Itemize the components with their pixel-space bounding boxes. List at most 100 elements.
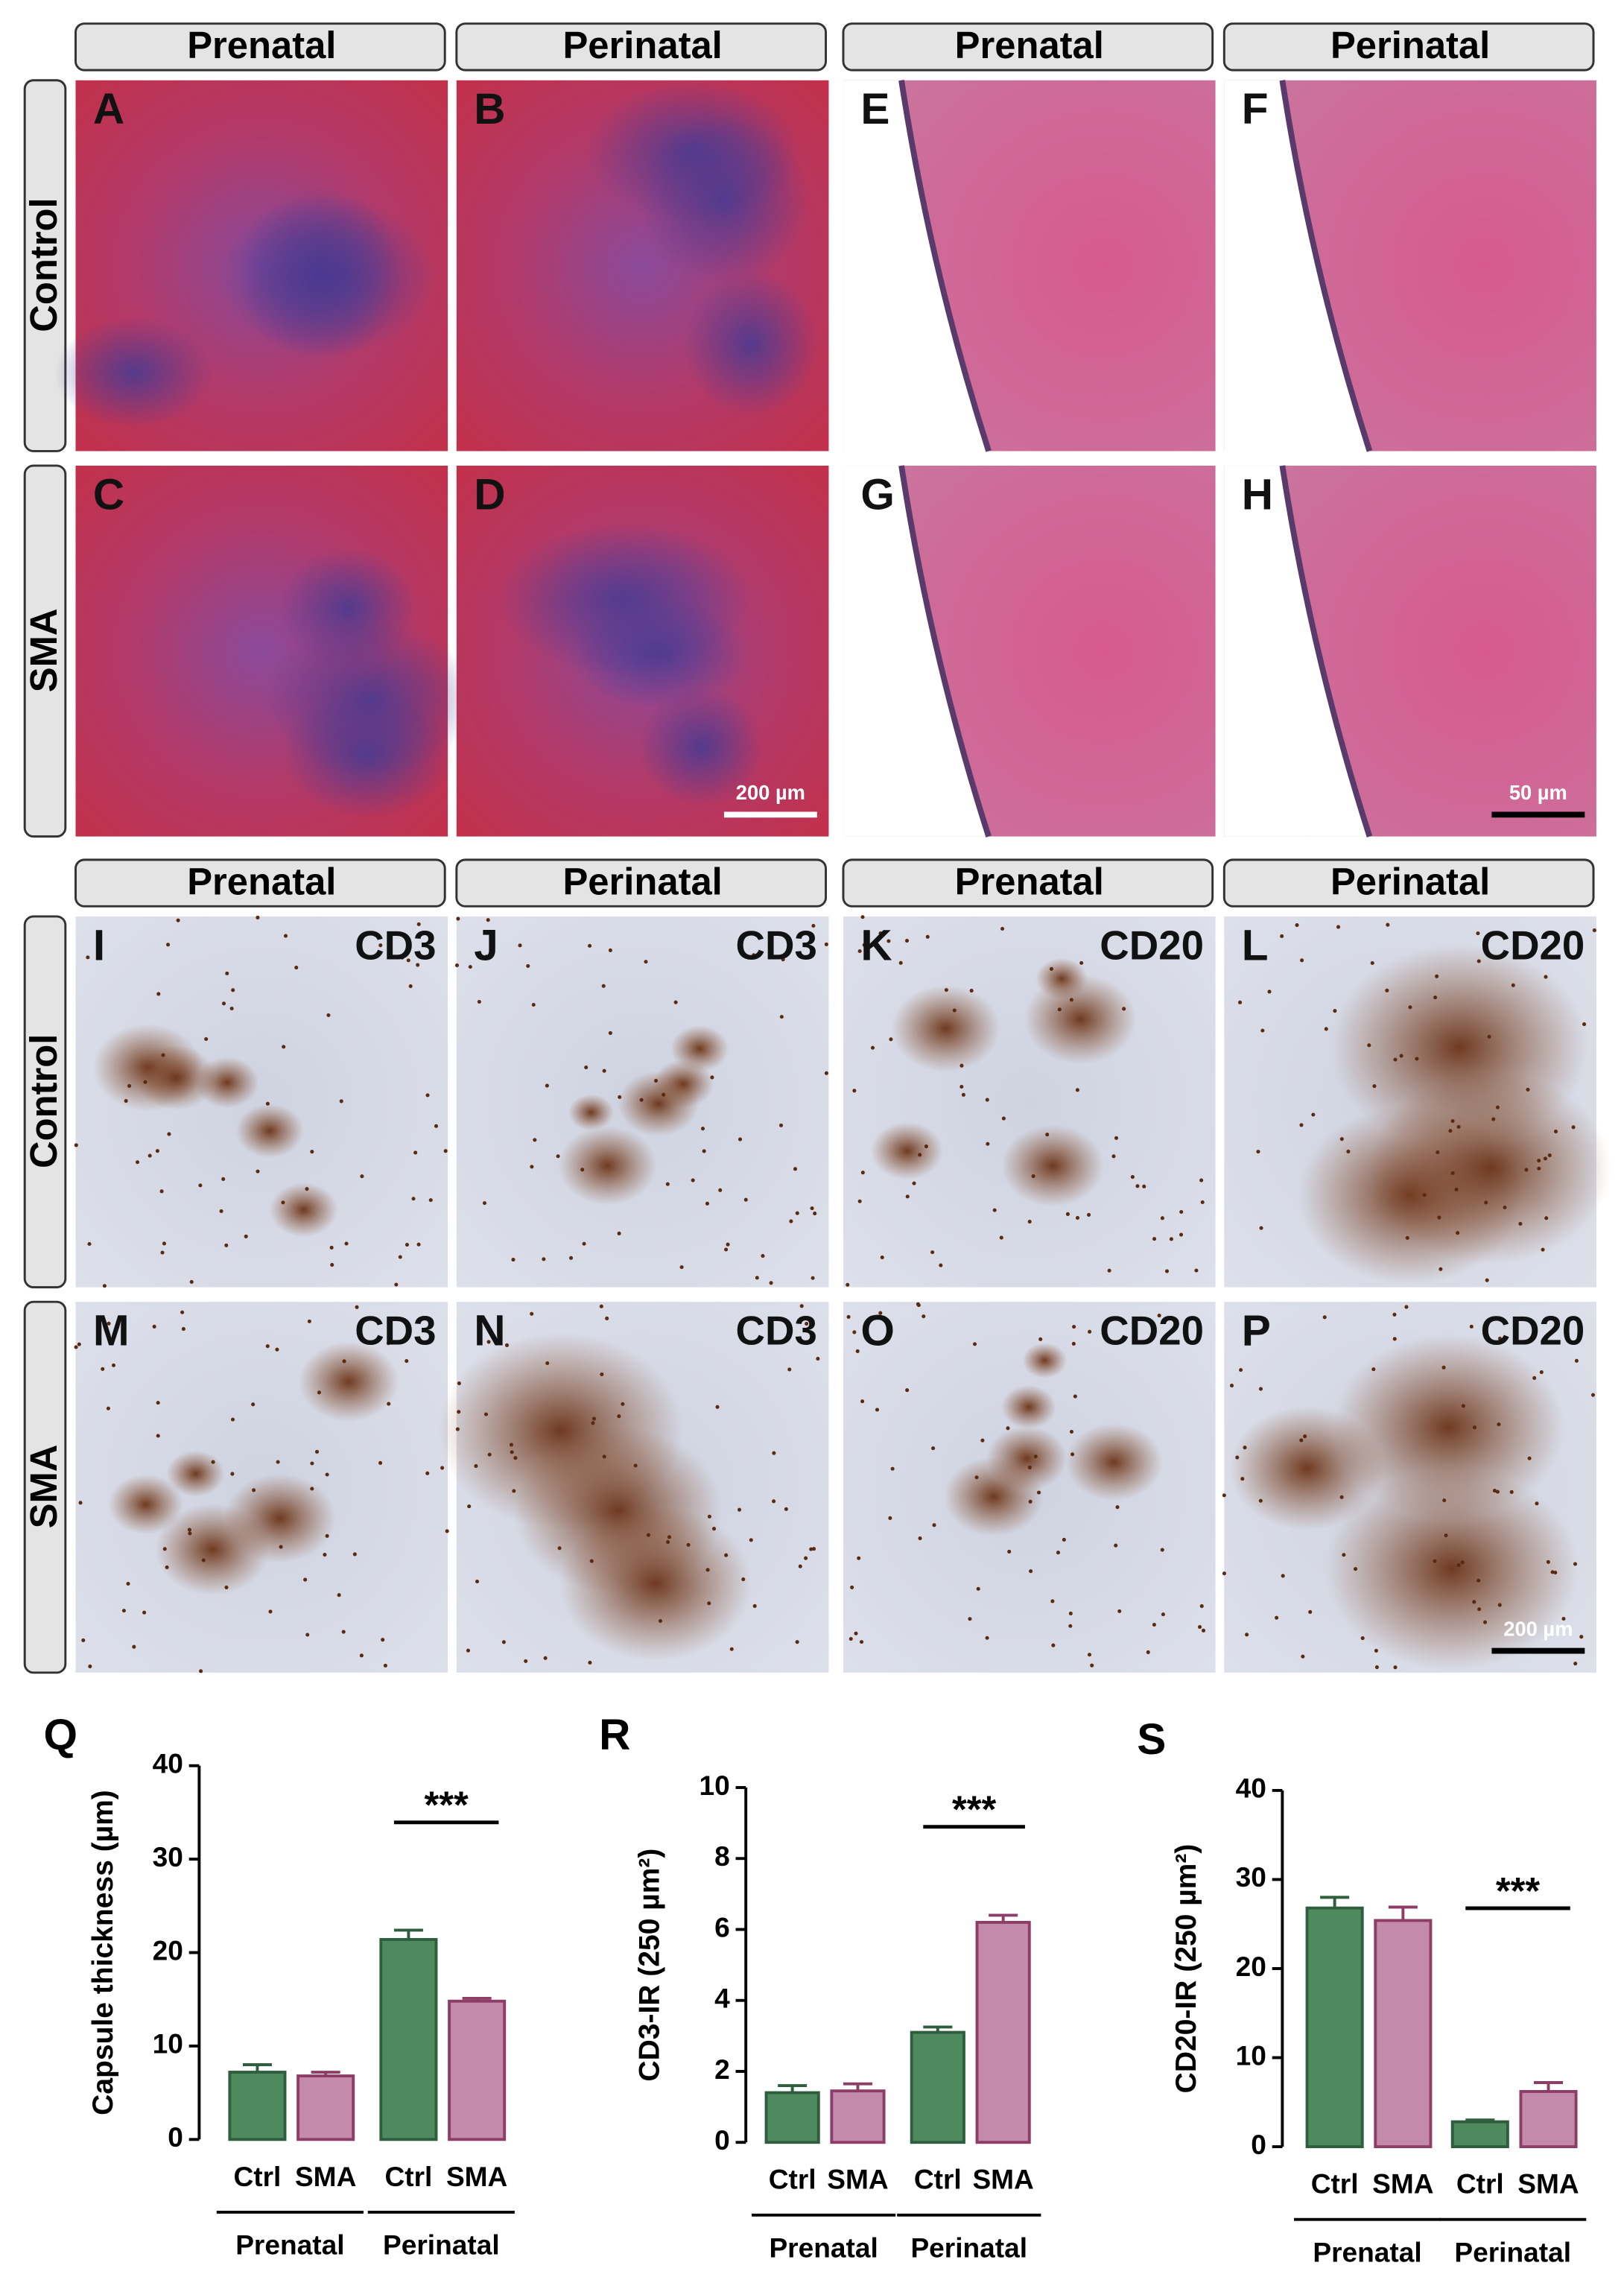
stained-cell xyxy=(1437,1215,1441,1220)
stained-cell xyxy=(425,1093,430,1098)
stained-cell xyxy=(880,1256,884,1260)
stained-cell xyxy=(1372,1084,1377,1089)
stained-cell xyxy=(784,1507,788,1511)
y-tick-label: 20 xyxy=(1236,1951,1266,1982)
stained-cell xyxy=(1422,1193,1427,1197)
stained-cell xyxy=(127,1083,132,1088)
stained-cell xyxy=(1164,1269,1170,1273)
stained-cell xyxy=(400,955,405,960)
stained-cell xyxy=(1385,988,1389,992)
error-bar xyxy=(242,2063,272,2073)
stained-cell xyxy=(589,1559,594,1563)
micrograph xyxy=(1224,916,1611,1288)
stained-cell xyxy=(474,1464,478,1469)
stained-cell xyxy=(976,1586,980,1591)
stained-cell xyxy=(980,1438,985,1443)
stained-cell xyxy=(1090,1663,1094,1668)
stained-cell xyxy=(1477,1607,1482,1612)
stained-cell xyxy=(1360,1636,1365,1641)
stained-cell xyxy=(749,1538,753,1542)
stained-cell xyxy=(718,1188,723,1192)
stained-cell xyxy=(850,1585,854,1589)
stained-cell xyxy=(1472,1600,1476,1604)
micrograph xyxy=(843,915,1216,1288)
tissue-edge xyxy=(843,465,989,837)
stained-cell xyxy=(1582,1022,1587,1027)
scale-bar xyxy=(723,811,817,818)
tissue-region xyxy=(219,196,435,358)
stained-region xyxy=(559,1506,752,1661)
stained-cell xyxy=(1007,1549,1012,1554)
stained-cell xyxy=(1239,1368,1243,1372)
significance-label: *** xyxy=(1496,1869,1540,1912)
stained-cell xyxy=(974,1475,979,1480)
stained-cell xyxy=(1546,1560,1550,1564)
stained-cell xyxy=(1509,1489,1514,1494)
tissue-region xyxy=(282,691,453,818)
stain-label: CD3 xyxy=(736,1308,817,1354)
micrograph xyxy=(454,916,829,1288)
stained-cell xyxy=(383,1663,387,1668)
stained-cell xyxy=(1324,1027,1328,1031)
stained-cell xyxy=(501,1640,506,1644)
stained-cell xyxy=(810,1206,814,1211)
stained-cell xyxy=(1435,974,1439,978)
stained-cell xyxy=(1087,1653,1092,1657)
stained-cell xyxy=(457,1381,461,1386)
x-tick-label: SMA xyxy=(827,2164,888,2195)
stained-cell xyxy=(1179,1209,1184,1215)
stained-cell xyxy=(1069,1429,1074,1434)
stained-cell xyxy=(135,1160,140,1165)
stained-cell xyxy=(181,1327,185,1332)
column-header-box xyxy=(1222,858,1595,908)
stained-cell xyxy=(1157,1314,1161,1318)
stained-cell xyxy=(724,1247,729,1252)
stained-cell xyxy=(230,1472,235,1476)
stained-cell xyxy=(918,1153,922,1157)
micrograph xyxy=(843,80,1216,452)
column-header: Perinatal xyxy=(562,860,722,902)
stained-cell xyxy=(1450,1118,1455,1124)
column-header-box xyxy=(455,858,828,908)
stained-cell xyxy=(1346,1149,1351,1154)
stained-cell xyxy=(1511,983,1515,987)
stained-cell xyxy=(1374,1665,1379,1670)
stained-cell xyxy=(1062,1537,1066,1542)
y-tick-label: 0 xyxy=(714,2124,730,2156)
stained-cell xyxy=(665,1540,670,1545)
stained-cell xyxy=(513,1456,518,1460)
stained-cell xyxy=(1258,1387,1263,1391)
micrograph xyxy=(1224,465,1596,838)
stained-cell xyxy=(811,1276,815,1280)
bar xyxy=(448,1999,507,2141)
stained-cell xyxy=(198,1183,203,1188)
y-tick-label: 2 xyxy=(714,2054,730,2085)
stained-cell xyxy=(905,1388,910,1393)
panel-letter: R xyxy=(599,1711,630,1759)
stained-cell xyxy=(155,1149,159,1153)
stained-cell xyxy=(918,1536,922,1541)
stained-cell xyxy=(1280,934,1284,938)
stained-cell xyxy=(608,1030,612,1036)
stained-cell xyxy=(960,1063,964,1068)
stained-cell xyxy=(482,1201,486,1206)
y-tick-label: 10 xyxy=(699,1770,729,1801)
stained-cell xyxy=(394,1282,399,1287)
stained-cell xyxy=(618,1095,622,1099)
stained-cell xyxy=(809,1547,813,1551)
stained-cell xyxy=(256,915,260,919)
stained-cell xyxy=(378,1460,383,1466)
stained-cell xyxy=(1056,1551,1060,1555)
stained-cell xyxy=(1553,1570,1558,1575)
stained-cell xyxy=(143,1080,148,1084)
stained-cell xyxy=(244,1234,248,1239)
stained-cell xyxy=(411,1197,416,1201)
stained-cell xyxy=(658,1618,663,1624)
stained-cell xyxy=(187,1527,191,1532)
stained-cell xyxy=(761,1254,765,1258)
capsule xyxy=(898,80,992,452)
row-header: Control xyxy=(22,1034,65,1168)
stained-cell xyxy=(265,1344,270,1349)
micrograph xyxy=(843,1302,1216,1673)
stained-cell xyxy=(852,1330,857,1334)
